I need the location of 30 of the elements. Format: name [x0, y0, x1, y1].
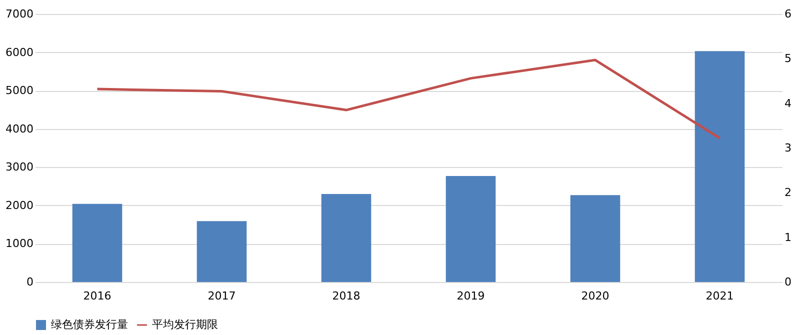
x-tick-label: 2021	[706, 290, 734, 302]
x-tick-label: 2019	[456, 290, 485, 302]
legend-label: 绿色债券发行量	[51, 318, 128, 331]
y2-tick-label: 2	[784, 186, 792, 200]
x-tick-label: 2017	[208, 290, 236, 302]
y-tick-label: 0	[26, 276, 34, 288]
y-tick-label: 1000	[6, 237, 34, 250]
x-tick-label: 2020	[581, 290, 610, 302]
bar	[196, 221, 247, 282]
y2-tick-label: 4	[784, 96, 792, 110]
y2-tick-label: 5	[784, 52, 792, 66]
y2-tick-label: 3	[784, 142, 792, 154]
y-tick-label: 4000	[6, 122, 34, 136]
bar	[72, 204, 122, 282]
y-tick-label: 5000	[6, 84, 34, 98]
y-tick-label: 2000	[6, 198, 34, 212]
y2-tick-label: 1	[784, 230, 792, 244]
x-tick-label: 2018	[332, 290, 360, 302]
bar	[694, 51, 745, 282]
y-tick-label: 3000	[6, 160, 34, 174]
y2-tick-label: 6	[784, 8, 792, 20]
line-series	[96, 58, 721, 140]
y2-tick-label: 0	[784, 276, 792, 288]
legend-label: 平均发行期限	[152, 318, 218, 331]
bar	[446, 176, 496, 282]
y-tick-label: 7000	[6, 8, 34, 20]
bar	[570, 195, 620, 282]
bar	[321, 194, 372, 282]
y-tick-label: 6000	[6, 46, 34, 59]
x-tick-label: 2016	[83, 290, 112, 302]
